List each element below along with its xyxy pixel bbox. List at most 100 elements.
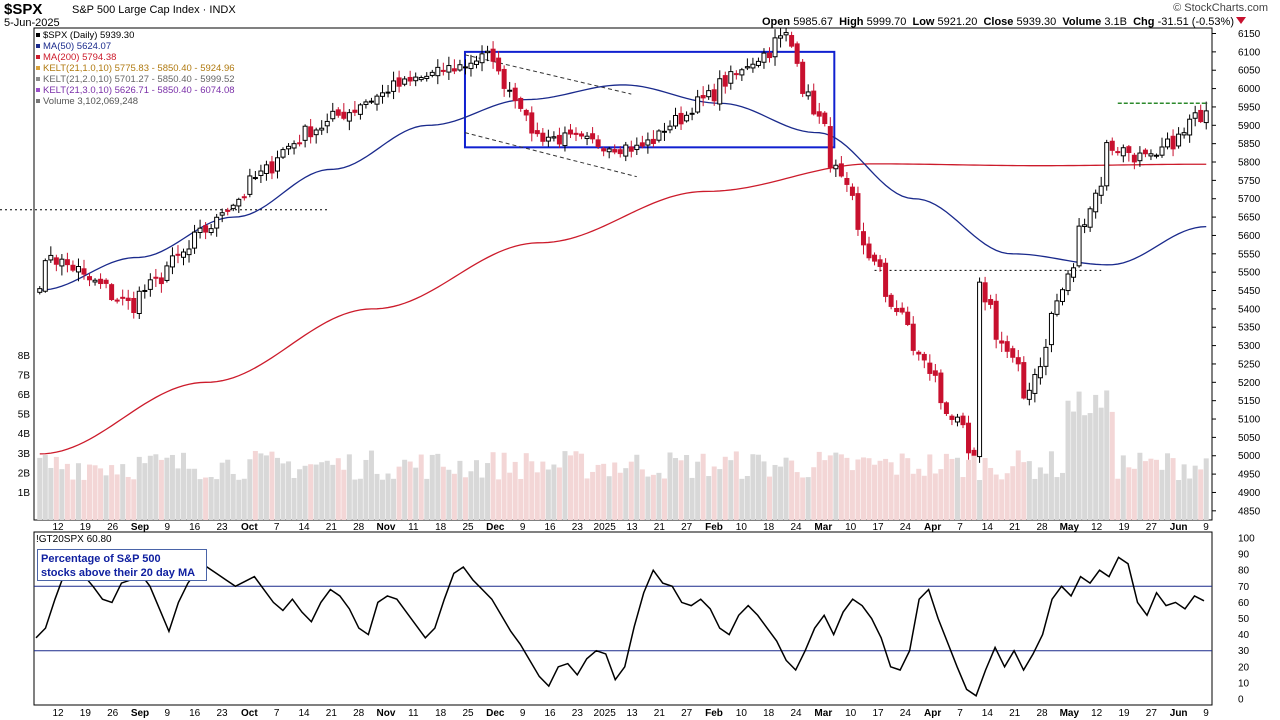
candle-body <box>1153 154 1159 157</box>
volume-bar <box>346 454 352 520</box>
volume-bar <box>142 463 148 520</box>
x-axis-label: 25 <box>462 522 474 533</box>
volume-bar <box>849 470 855 520</box>
volume-bar <box>916 468 922 520</box>
candle-body <box>1076 225 1082 267</box>
volume-bar <box>634 454 640 520</box>
candle-body <box>872 254 878 262</box>
indicator-x-axis-label: 11 <box>408 708 419 719</box>
volume-bar <box>960 477 966 520</box>
candle-body <box>440 69 446 72</box>
x-axis-label: Dec <box>486 522 505 533</box>
volume-bar <box>70 479 76 520</box>
volume-axis-label: 6B <box>18 390 31 401</box>
candle-body <box>402 78 408 85</box>
x-axis-label: 27 <box>1146 522 1158 533</box>
volume-bar <box>462 477 468 520</box>
volume-bar <box>584 478 590 520</box>
candle-body <box>214 216 220 229</box>
volume-bar <box>1037 467 1043 520</box>
volume-bar <box>579 453 585 520</box>
volume-bar <box>628 461 634 520</box>
candle-body <box>606 148 612 153</box>
indicator-x-axis-label: 7 <box>957 708 963 719</box>
candle-body <box>1048 312 1054 346</box>
volume-bar <box>109 465 115 520</box>
candle-body <box>319 127 325 131</box>
candle-body <box>1148 153 1154 157</box>
volume-bar <box>269 451 275 520</box>
price-axis-label: 6150 <box>1238 29 1261 40</box>
volume-bar <box>263 455 269 520</box>
candle-body <box>932 370 938 376</box>
volume-bar <box>623 468 629 520</box>
indicator-x-axis-label: 18 <box>435 708 447 719</box>
volume-bar <box>280 463 286 520</box>
volume-bar <box>567 455 573 520</box>
x-axis-label: 14 <box>982 522 994 533</box>
volume-bar <box>291 477 297 520</box>
candle-body <box>811 90 817 115</box>
candle-body <box>1170 135 1176 150</box>
volume-bar <box>816 451 822 520</box>
candle-body <box>335 109 341 116</box>
volume-bar <box>313 464 319 520</box>
volume-bar <box>1109 411 1115 520</box>
volume-bar <box>368 450 374 520</box>
indicator-x-axis-label: 17 <box>872 708 884 719</box>
candle-body <box>650 138 656 144</box>
candle-body <box>1021 362 1027 399</box>
candle-body <box>1159 146 1165 156</box>
candle-body <box>374 95 380 105</box>
volume-bar <box>860 457 866 520</box>
x-axis-label: 10 <box>845 522 857 533</box>
indicator-x-axis-label: 27 <box>681 708 693 719</box>
candle-body <box>678 112 684 125</box>
volume-bar <box>778 466 784 520</box>
candle-body <box>1187 118 1193 136</box>
indicator-axis-label: 80 <box>1238 566 1250 577</box>
x-axis-label: 10 <box>736 522 748 533</box>
volume-bar <box>164 457 170 520</box>
candle-body <box>816 111 822 117</box>
candle-body <box>352 109 358 113</box>
legend-kelt2: KELT(21,2.0,10) 5701.27 - 5850.40 - 5999… <box>36 74 235 85</box>
candle-body <box>706 90 712 98</box>
indicator-x-axis-label: May <box>1060 708 1080 719</box>
price-axis-label: 4850 <box>1238 506 1261 517</box>
candle-body <box>120 296 126 299</box>
candle-body <box>562 132 568 147</box>
volume-bar <box>932 473 938 520</box>
volume-bar <box>744 476 750 520</box>
volume-bar <box>252 450 258 520</box>
volume-bar <box>938 469 944 520</box>
brand-label: © StockCharts.com <box>1173 2 1268 14</box>
x-axis-label: 2025 <box>594 522 617 533</box>
change-value: -31.51 (-0.53%) <box>1157 16 1234 28</box>
volume-bar <box>131 479 137 520</box>
candle-body <box>518 97 524 109</box>
candle-body <box>368 100 374 103</box>
candle-body <box>81 268 87 275</box>
candle-body <box>1043 346 1049 367</box>
candle-body <box>927 362 933 374</box>
volume-bar <box>656 472 662 520</box>
indicator-x-axis-label: 28 <box>353 708 365 719</box>
low-value: 5921.20 <box>937 16 978 28</box>
volume-bar <box>352 479 358 520</box>
volume-bar <box>689 477 695 520</box>
volume-bar <box>59 469 65 520</box>
candle-body <box>590 133 596 140</box>
indicator-x-axis-label: 10 <box>845 708 857 719</box>
chart-date: 5-Jun-2025 <box>4 17 60 29</box>
x-axis-label: 19 <box>1118 522 1130 533</box>
candle-body <box>164 265 170 281</box>
candle-body <box>1104 142 1110 187</box>
volume-bar <box>258 453 264 520</box>
indicator-x-axis-label: 16 <box>189 708 201 719</box>
close-label: Close <box>983 16 1014 28</box>
volume-bar <box>429 454 435 520</box>
candle-body <box>330 110 336 120</box>
candle-body <box>1181 132 1187 136</box>
